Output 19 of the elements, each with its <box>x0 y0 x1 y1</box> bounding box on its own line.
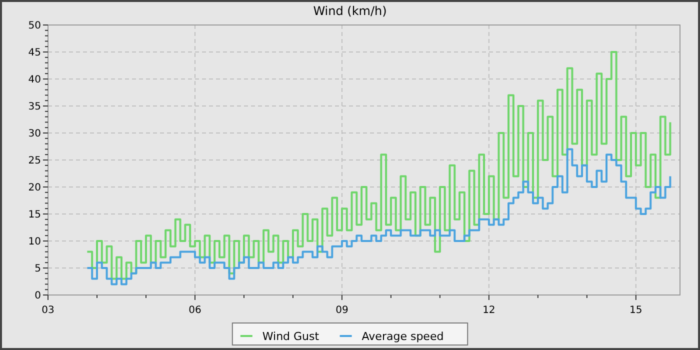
chart-title: Wind (km/h) <box>313 4 387 18</box>
x-tick-label: 03 <box>42 305 54 316</box>
y-tick-label: 20 <box>28 182 41 194</box>
y-tick-label: 50 <box>28 20 41 32</box>
x-tick-label: 15 <box>630 305 642 316</box>
y-tick-label: 0 <box>34 290 41 302</box>
y-tick-label: 5 <box>34 264 41 274</box>
x-tick-label: 09 <box>336 305 348 316</box>
y-tick-label: 45 <box>28 48 41 58</box>
legend-label: Average speed <box>362 330 444 343</box>
x-tick-label: 06 <box>188 305 202 316</box>
y-tick-label: 30 <box>28 128 41 140</box>
legend-label: Wind Gust <box>262 330 320 343</box>
y-tick-label: 40 <box>28 74 41 86</box>
x-tick-label: 12 <box>482 305 496 316</box>
y-tick-label: 35 <box>28 102 41 112</box>
y-tick-label: 15 <box>28 210 41 220</box>
y-tick-label: 10 <box>28 236 41 248</box>
y-tick-label: 25 <box>28 156 41 166</box>
